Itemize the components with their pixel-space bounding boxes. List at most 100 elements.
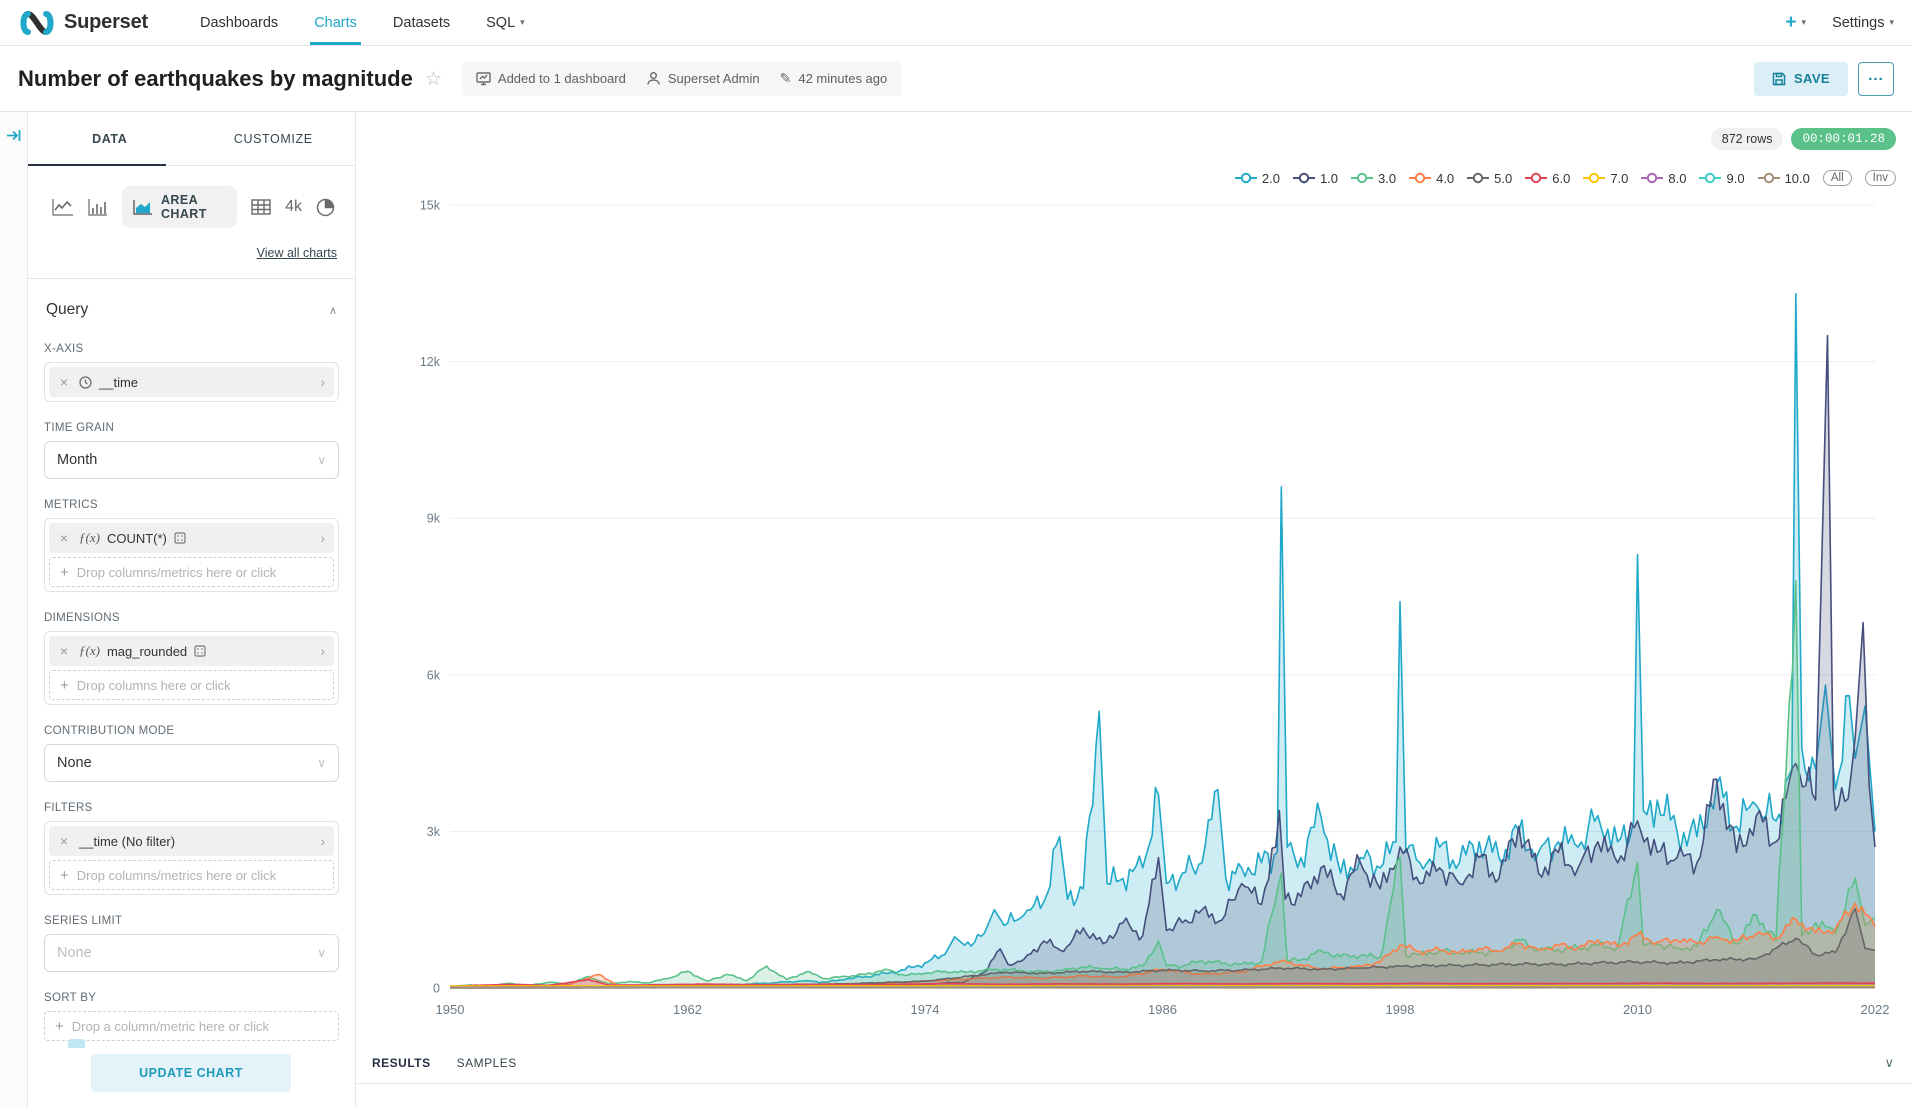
chevron-down-icon[interactable]: ∨ — [1884, 1054, 1894, 1070]
legend-item-7.0[interactable]: 7.0 — [1583, 171, 1628, 186]
tab-data[interactable]: DATA — [92, 131, 128, 146]
superset-infinity-icon — [18, 10, 56, 36]
caret-down-icon: ▾ — [1801, 17, 1807, 27]
legend-item-9.0[interactable]: 9.0 — [1699, 171, 1745, 186]
svg-text:15k: 15k — [420, 199, 441, 213]
data-panel: DATA CUSTOMIZE — [28, 112, 356, 1108]
legend-item-3.0[interactable]: 3.0 — [1351, 171, 1396, 186]
caret-down-icon: ▾ — [1889, 17, 1894, 27]
row-count-badge: 872 rows — [1710, 128, 1784, 150]
function-icon: ƒ(x) — [79, 530, 100, 545]
legend-item-10.0[interactable]: 10.0 — [1757, 171, 1810, 186]
last-modified[interactable]: ✎ 42 minutes ago — [779, 70, 888, 86]
panel-tabs: DATA CUSTOMIZE — [28, 112, 355, 166]
area-chart-icon — [133, 199, 153, 215]
time-grain-select[interactable]: Month ∨ — [44, 441, 339, 479]
chevron-up-icon[interactable]: ∧ — [328, 304, 337, 317]
legend-item-6.0[interactable]: 6.0 — [1525, 171, 1570, 186]
filter-pill[interactable]: × __time (No filter) › — [49, 826, 334, 856]
svg-text:1974: 1974 — [911, 1002, 940, 1017]
chevron-down-icon: ∨ — [317, 946, 326, 960]
bar-chart-icon[interactable] — [88, 198, 108, 216]
legend-item-8.0[interactable]: 8.0 — [1641, 171, 1686, 186]
legend-marker-icon — [1583, 172, 1606, 184]
chevron-right-icon[interactable]: › — [320, 833, 325, 849]
pie-chart-icon[interactable] — [316, 198, 335, 217]
contribution-mode-select[interactable]: None ∨ — [44, 744, 339, 782]
tab-customize[interactable]: CUSTOMIZE — [233, 131, 313, 146]
nav-sql[interactable]: SQL ▾ — [486, 14, 525, 31]
svg-text:12k: 12k — [420, 355, 441, 369]
main-nav: Dashboards Charts Datasets SQL ▾ — [182, 0, 543, 45]
metrics-control: × ƒ(x) COUNT(*) › + Drop columns/metrics… — [44, 518, 339, 592]
dimension-pill[interactable]: × ƒ(x) mag_rounded › — [49, 636, 334, 666]
sort-by-label: SORT BY — [44, 992, 97, 1004]
chart-canvas: 872 rows 00:00:01.28 2.0 1.0 3.0 4.0 5.0 6.0 7… — [356, 112, 1912, 1042]
dashboards-added[interactable]: Added to 1 dashboard — [476, 71, 626, 86]
view-all-charts-link[interactable]: View all charts — [256, 246, 337, 260]
chevron-right-icon[interactable]: › — [320, 643, 325, 659]
chevron-right-icon[interactable]: › — [320, 530, 325, 546]
superset-logo[interactable]: Superset — [18, 0, 148, 45]
legend-all-button[interactable]: All — [1822, 170, 1852, 186]
tab-samples[interactable]: SAMPLES — [456, 1055, 517, 1070]
plus-icon: + — [55, 1017, 64, 1035]
adhoc-column-icon — [194, 645, 206, 657]
nav-dashboards[interactable]: Dashboards — [200, 14, 279, 31]
nav-datasets[interactable]: Datasets — [392, 14, 451, 31]
metrics-dropzone[interactable]: + Drop columns/metrics here or click — [49, 557, 334, 587]
viz-type-row: AREA CHART 4k — [44, 166, 339, 234]
favorite-star-icon[interactable]: ☆ — [424, 69, 442, 90]
remove-icon[interactable]: × — [59, 530, 69, 546]
dimensions-dropzone[interactable]: + Drop columns here or click — [49, 670, 334, 700]
remove-icon[interactable]: × — [59, 833, 69, 849]
chevron-down-icon: ∨ — [317, 453, 326, 467]
legend-item-4.0[interactable]: 4.0 — [1409, 171, 1454, 186]
plus-icon: + — [60, 866, 69, 884]
legend-marker-icon — [1525, 172, 1548, 184]
dashboard-icon — [476, 71, 491, 86]
remove-icon[interactable]: × — [59, 643, 69, 659]
page-title[interactable]: Number of earthquakes by magnitude — [18, 65, 413, 91]
chart-legend: 2.0 1.0 3.0 4.0 5.0 6.0 7.0 8.0 9.0 10.0 All Inv — [1234, 170, 1896, 186]
nav-charts[interactable]: Charts — [296, 0, 375, 45]
panel-collapse-rail — [0, 112, 28, 1108]
chevron-down-icon: ∨ — [317, 756, 326, 770]
viz-type-selected[interactable]: AREA CHART — [122, 186, 238, 228]
x-axis-control: × __time › — [44, 362, 339, 402]
more-options-button[interactable]: ... — [1858, 61, 1894, 96]
update-chart-button[interactable]: UPDATE CHART — [91, 1054, 291, 1092]
collapse-panel-icon[interactable] — [6, 128, 21, 1108]
legend-marker-icon — [1292, 172, 1315, 184]
plus-icon: + — [60, 676, 69, 694]
legend-item-5.0[interactable]: 5.0 — [1467, 171, 1512, 186]
series-limit-select[interactable]: None ∨ — [44, 934, 339, 972]
new-button[interactable]: + ▾ — [1785, 11, 1807, 33]
panel-scroll-area: AREA CHART 4k View all charts Query — [28, 166, 355, 1108]
tab-results[interactable]: RESULTS — [372, 1055, 431, 1070]
table-icon[interactable] — [251, 198, 271, 216]
adhoc-metric-icon — [174, 532, 186, 544]
area-chart-plot[interactable]: 0 3k 6k 9k 12k 15k 1950 1962 1974 1986 1998 2010 202… — [356, 112, 1912, 1042]
active-tab-indicator — [28, 164, 166, 166]
svg-text:1962: 1962 — [673, 1002, 702, 1017]
filters-dropzone[interactable]: + Drop columns/metrics here or click — [49, 860, 334, 890]
metric-pill[interactable]: × ƒ(x) COUNT(*) › — [49, 523, 334, 553]
big-number-chart-icon[interactable]: 4k — [285, 198, 302, 215]
svg-text:2022: 2022 — [1861, 1002, 1890, 1017]
contribution-mode-label: CONTRIBUTION MODE — [44, 725, 175, 737]
x-axis-pill[interactable]: × __time › — [49, 367, 334, 397]
settings-menu[interactable]: Settings ▾ — [1832, 14, 1894, 31]
save-button[interactable]: SAVE — [1753, 61, 1848, 96]
query-timer-badge: 00:00:01.28 — [1791, 128, 1896, 150]
chevron-right-icon[interactable]: › — [320, 374, 325, 390]
svg-text:0: 0 — [433, 982, 440, 996]
legend-item-1.0[interactable]: 1.0 — [1292, 171, 1338, 186]
sort-by-dropzone[interactable]: + Drop a column/metric here or click — [44, 1011, 339, 1041]
legend-inv-button[interactable]: Inv — [1864, 170, 1896, 186]
line-chart-icon[interactable] — [52, 198, 74, 216]
save-icon — [1772, 72, 1786, 86]
legend-item-2.0[interactable]: 2.0 — [1234, 171, 1280, 186]
chart-owner[interactable]: Superset Admin — [646, 71, 760, 86]
remove-icon[interactable]: × — [59, 374, 69, 390]
